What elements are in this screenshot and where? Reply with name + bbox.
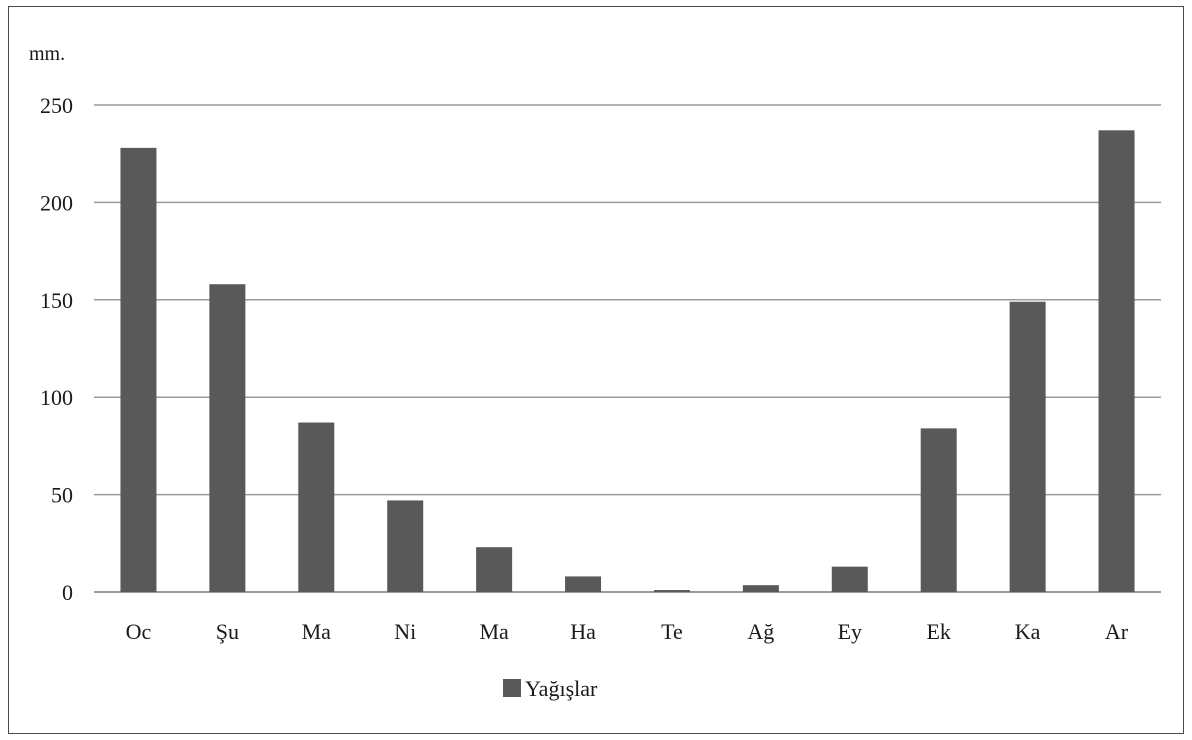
bar-3 — [298, 422, 335, 592]
x-tick-label: Ka — [1015, 619, 1041, 644]
y-tick-labels: 0 50 100 150 200 250 — [40, 93, 73, 605]
bar-6 — [565, 576, 602, 592]
x-tick-label: Ma — [479, 619, 509, 644]
x-tick-label: Ha — [570, 619, 596, 644]
x-tick-label: Ek — [926, 619, 950, 644]
bar-7 — [653, 590, 690, 592]
y-tick-label: 200 — [40, 190, 73, 215]
y-tick-label: 150 — [40, 288, 73, 313]
bar-11 — [1009, 301, 1046, 592]
bars — [120, 130, 1135, 592]
x-tick-label: Te — [661, 619, 683, 644]
bar-8 — [742, 585, 779, 592]
y-tick-label: 0 — [62, 580, 73, 605]
legend-swatch — [503, 679, 521, 697]
x-tick-labels: Oc Şu Ma Ni Ma Ha Te Ağ Ey Ek Ka Ar — [126, 619, 1129, 644]
x-tick-label: Ni — [394, 619, 416, 644]
y-tick-label: 50 — [51, 483, 73, 508]
bar-12 — [1098, 130, 1135, 592]
bar-1 — [120, 147, 157, 592]
x-tick-label: Şu — [216, 619, 239, 644]
x-tick-label: Ey — [838, 619, 862, 644]
y-unit-label: mm. — [29, 43, 65, 65]
legend-label: Yağışlar — [525, 676, 598, 701]
bar-10 — [920, 428, 957, 592]
x-tick-label: Ma — [302, 619, 332, 644]
y-tick-label: 100 — [40, 385, 73, 410]
bar-4 — [387, 500, 424, 592]
x-tick-label: Oc — [126, 619, 152, 644]
bar-5 — [476, 547, 513, 592]
precipitation-bar-chart: mm. 0 50 100 150 200 250 Oc Şu Ma Ni Ma Ha Te Ağ Ey Ek… — [29, 43, 1161, 701]
bar-2 — [209, 284, 246, 592]
x-tick-label: Ar — [1105, 619, 1129, 644]
y-tick-label: 250 — [40, 93, 73, 118]
x-tick-label: Ağ — [747, 619, 774, 644]
gridlines — [94, 104, 1161, 593]
legend: Yağışlar — [503, 676, 598, 701]
bar-9 — [831, 566, 868, 592]
chart-frame: mm. 0 50 100 150 200 250 Oc Şu Ma Ni Ma Ha Te Ağ Ey Ek… — [8, 6, 1184, 734]
